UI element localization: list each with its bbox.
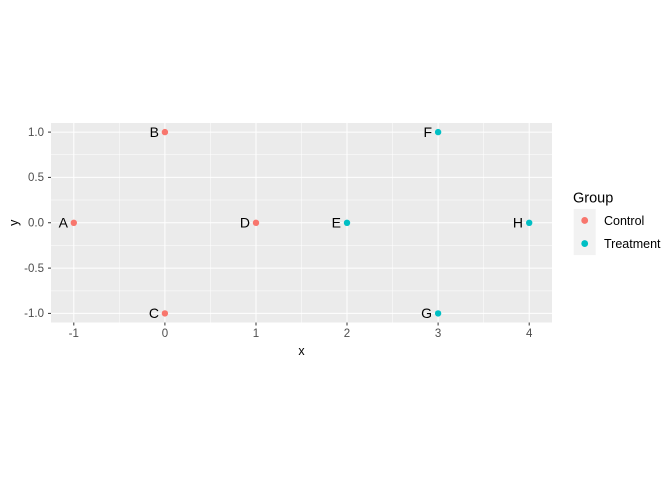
svg-text:D: D bbox=[240, 215, 250, 231]
svg-text:4: 4 bbox=[526, 328, 533, 340]
svg-text:-1: -1 bbox=[69, 328, 79, 340]
svg-text:2: 2 bbox=[344, 328, 350, 340]
svg-text:E: E bbox=[332, 215, 341, 231]
svg-text:-0.5: -0.5 bbox=[24, 263, 44, 275]
svg-text:1: 1 bbox=[253, 328, 259, 340]
svg-text:A: A bbox=[59, 215, 69, 231]
svg-text:0.0: 0.0 bbox=[28, 217, 44, 229]
svg-text:C: C bbox=[149, 305, 159, 321]
svg-text:Group: Group bbox=[573, 191, 613, 207]
svg-text:F: F bbox=[423, 124, 432, 140]
svg-text:x: x bbox=[298, 344, 305, 358]
svg-text:0: 0 bbox=[162, 328, 168, 340]
svg-text:Treatment: Treatment bbox=[604, 237, 661, 251]
svg-text:0.5: 0.5 bbox=[28, 172, 44, 184]
svg-text:Control: Control bbox=[604, 214, 644, 228]
svg-text:-1.0: -1.0 bbox=[24, 308, 44, 320]
svg-text:H: H bbox=[513, 215, 523, 231]
svg-text:3: 3 bbox=[435, 328, 441, 340]
svg-text:B: B bbox=[150, 124, 159, 140]
svg-text:y: y bbox=[7, 219, 21, 226]
svg-text:G: G bbox=[421, 305, 432, 321]
svg-text:1.0: 1.0 bbox=[28, 127, 44, 139]
